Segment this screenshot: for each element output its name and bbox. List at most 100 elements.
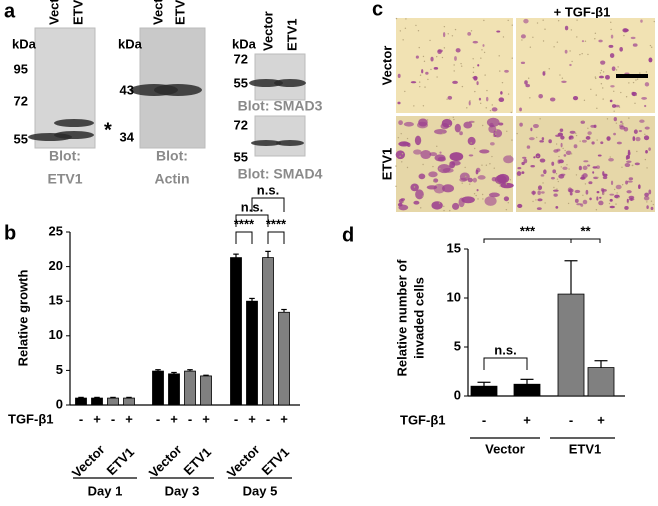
cell: [643, 195, 650, 201]
pore: [618, 106, 621, 108]
pore: [443, 25, 446, 28]
pore: [627, 202, 629, 204]
cell: [550, 176, 555, 180]
cell: [418, 173, 426, 180]
pore: [470, 30, 473, 32]
pore: [517, 174, 519, 177]
kda-label: kDa: [12, 36, 37, 51]
blot-caption: Blot: SMAD3: [238, 98, 323, 114]
cell: [420, 150, 432, 160]
pore: [596, 107, 598, 110]
pore: [613, 110, 615, 112]
pore: [432, 180, 435, 183]
cell: [521, 161, 525, 166]
cell: [434, 129, 447, 135]
pore: [419, 74, 422, 76]
cell: [641, 96, 648, 100]
pore: [576, 36, 578, 38]
pore: [516, 132, 518, 135]
pore: [422, 55, 425, 58]
cell: [596, 165, 600, 170]
pore: [436, 184, 438, 186]
bar: [246, 300, 258, 406]
cell: [477, 64, 480, 67]
pore: [600, 83, 603, 85]
cell: [476, 188, 479, 192]
pore: [418, 81, 421, 83]
cell: [543, 169, 547, 175]
pore: [599, 72, 602, 74]
pore: [505, 208, 508, 211]
pore: [566, 164, 568, 166]
cell: [600, 141, 604, 145]
pore: [470, 142, 472, 144]
pore: [453, 70, 455, 72]
cell: [552, 169, 557, 174]
cell: [451, 160, 461, 166]
cell: [556, 148, 561, 152]
kda-label: kDa: [118, 36, 143, 51]
pore: [521, 39, 523, 41]
cell: [430, 56, 434, 62]
pore: [594, 32, 597, 35]
pore: [557, 180, 560, 183]
cell: [415, 55, 419, 59]
cell: [537, 190, 541, 196]
series-label: Vector: [69, 442, 108, 481]
y-axis-label: Relative number of: [394, 259, 409, 377]
pore: [413, 105, 415, 107]
pore: [570, 29, 573, 31]
cell: [569, 192, 573, 196]
pore: [443, 209, 445, 212]
cell: [449, 152, 464, 162]
cell: [610, 34, 614, 39]
pore: [542, 182, 544, 184]
pore: [466, 107, 468, 109]
cell: [452, 202, 460, 210]
cell: [496, 30, 501, 33]
cell: [524, 80, 528, 85]
cell: [589, 197, 592, 201]
significance-label: ****: [266, 216, 287, 231]
series-label: Vector: [146, 442, 185, 481]
bar: [470, 385, 498, 397]
cell: [537, 185, 543, 191]
pore: [606, 118, 609, 120]
cell: [569, 63, 572, 67]
cell: [626, 198, 629, 204]
cell: [591, 141, 595, 145]
cell: [498, 122, 504, 126]
blot: [254, 115, 306, 157]
pore: [539, 118, 541, 120]
pore: [422, 195, 424, 198]
pore: [590, 88, 592, 91]
pore: [582, 120, 584, 122]
y-tick-label: 15: [447, 240, 461, 255]
pore: [575, 174, 578, 176]
pore: [511, 24, 513, 26]
cell: [574, 198, 579, 203]
cell: [459, 131, 463, 136]
cell: [400, 198, 406, 201]
pore: [625, 96, 628, 98]
pore: [609, 156, 611, 158]
cell: [503, 196, 510, 202]
cell: [461, 196, 475, 204]
cell: [442, 32, 446, 38]
pore: [600, 69, 603, 72]
pore: [491, 104, 493, 106]
cell: [525, 84, 530, 88]
pore: [576, 19, 578, 21]
marker-label: 43: [120, 82, 134, 97]
cell: [588, 181, 593, 185]
cell: [583, 160, 589, 163]
cell: [557, 132, 564, 137]
pore: [465, 175, 467, 178]
cell: [630, 198, 633, 201]
pore: [422, 105, 425, 107]
cell: [560, 142, 563, 148]
pore: [472, 58, 474, 60]
cell: [610, 180, 614, 186]
cell: [569, 130, 576, 134]
pore: [557, 19, 560, 22]
